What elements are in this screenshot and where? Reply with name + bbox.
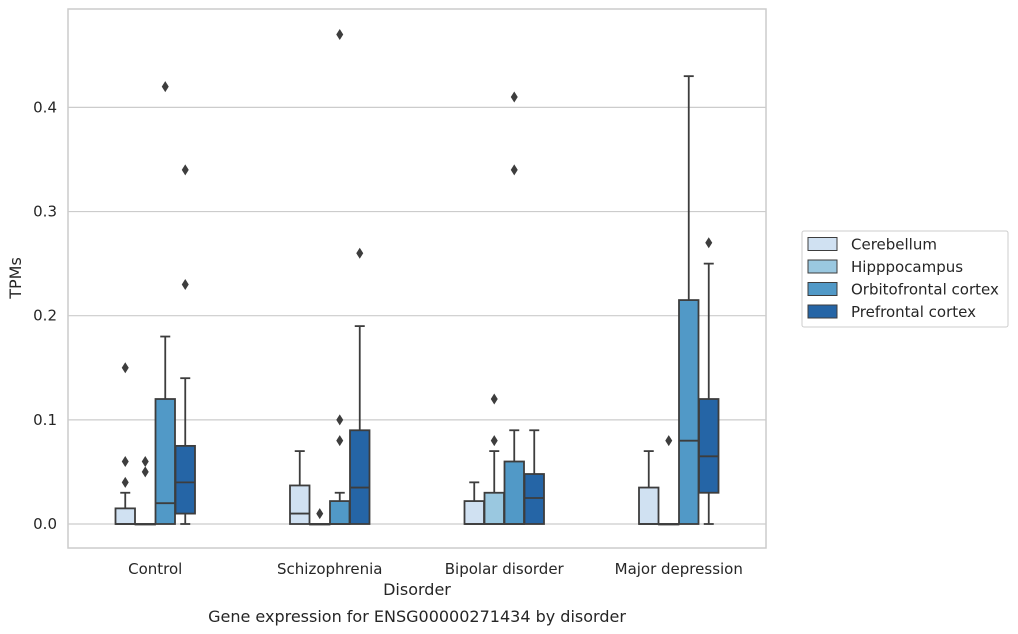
- outlier-point: [705, 237, 713, 249]
- box-group: [463, 481, 485, 525]
- chart-caption: Gene expression for ENSG00000271434 by d…: [208, 607, 626, 626]
- outlier-point: [510, 164, 518, 176]
- legend-label: Hipppocampus: [851, 258, 963, 276]
- box-group: [174, 164, 196, 525]
- box: [114, 507, 136, 525]
- legend: Cerebellum Hipppocampus Orbitofrontal cort…: [801, 230, 1009, 328]
- box-group: [523, 429, 545, 525]
- legend-swatch: [807, 304, 838, 319]
- y-tick-label: 0.4: [33, 98, 57, 116]
- y-tick-label: 0.3: [33, 203, 57, 221]
- box-group: [503, 91, 525, 525]
- outlier-point: [336, 435, 344, 447]
- box-group: [698, 237, 720, 525]
- box-group: [638, 450, 660, 525]
- y-tick-label: 0.0: [33, 515, 57, 533]
- outlier-point: [665, 435, 673, 447]
- outlier-point: [510, 91, 518, 103]
- outlier-point: [336, 414, 344, 426]
- outlier-point: [141, 456, 149, 468]
- x-tick-label: Major depression: [615, 560, 743, 578]
- box-group: [658, 435, 680, 526]
- outlier-point: [336, 28, 344, 40]
- box-group: [678, 75, 700, 525]
- legend-swatch: [807, 282, 838, 296]
- legend-label: Cerebellum: [851, 236, 937, 254]
- box-group: [329, 28, 351, 525]
- plot-frame: [67, 8, 767, 549]
- box-group: [309, 508, 331, 526]
- box: [154, 398, 176, 525]
- outlier-point: [121, 476, 129, 488]
- box: [483, 491, 505, 525]
- box-group: [134, 456, 156, 526]
- outlier-point: [181, 164, 189, 176]
- box: [503, 460, 525, 525]
- box-group: [289, 450, 311, 525]
- x-axis-title: Disorder: [383, 580, 451, 599]
- legend-frame: [801, 230, 1009, 328]
- legend-label: Prefrontal cortex: [851, 303, 976, 321]
- outlier-point: [316, 508, 324, 520]
- outlier-point: [141, 466, 149, 478]
- box: [463, 500, 485, 525]
- x-tick-label: Schizophrenia: [277, 560, 382, 578]
- y-axis-ticks: 0.0 0.1 0.2 0.3 0.4: [33, 98, 57, 533]
- outlier-point: [161, 81, 169, 93]
- y-tick-label: 0.2: [33, 307, 57, 325]
- x-axis-ticks: Control Schizophrenia Bipolar disorder Majo…: [128, 560, 743, 578]
- outlier-point: [490, 435, 498, 447]
- legend-label: Orbitofrontal cortex: [851, 281, 999, 299]
- legend-swatch: [807, 237, 838, 251]
- box: [289, 484, 311, 525]
- box-group: [114, 362, 136, 525]
- outlier-point: [356, 247, 364, 259]
- box: [329, 500, 351, 525]
- box: [678, 299, 700, 525]
- y-axis-title: TPMs: [6, 257, 25, 300]
- box-group: [154, 81, 176, 525]
- x-tick-label: Bipolar disorder: [445, 560, 565, 578]
- box: [523, 473, 545, 525]
- outlier-point: [121, 456, 129, 468]
- box-group: [483, 393, 505, 525]
- legend-swatch: [807, 259, 838, 274]
- box-group: [349, 247, 371, 525]
- box: [349, 429, 371, 525]
- box-plot-area: [114, 28, 720, 526]
- box: [698, 398, 720, 494]
- outlier-point: [181, 278, 189, 290]
- y-tick-label: 0.1: [33, 411, 57, 429]
- box: [174, 444, 196, 515]
- outlier-point: [490, 393, 498, 405]
- box: [638, 486, 660, 525]
- x-tick-label: Control: [128, 560, 182, 578]
- outlier-point: [121, 362, 129, 374]
